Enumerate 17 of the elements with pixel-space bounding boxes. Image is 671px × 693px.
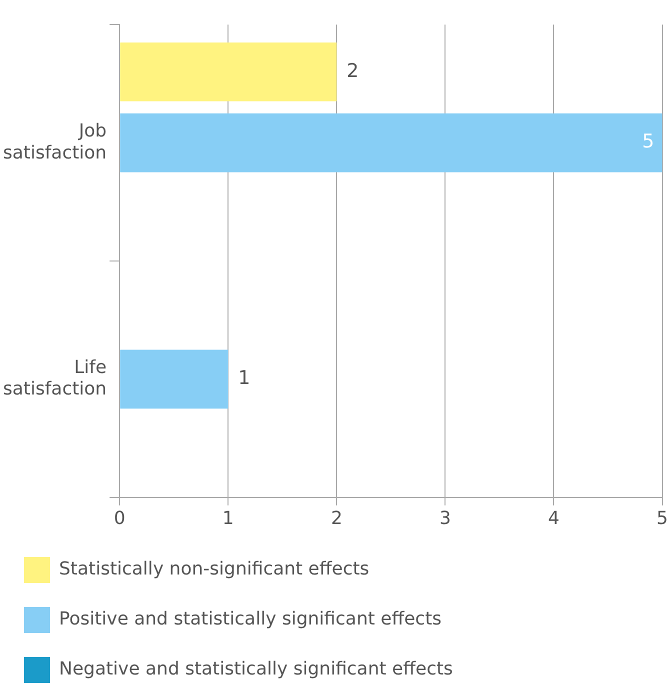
x-tick-label: 0 <box>114 508 126 529</box>
data-label: 2 <box>346 60 359 82</box>
data-label: 1 <box>238 367 250 390</box>
y-tick-label: Life satisfaction <box>2 357 107 400</box>
x-tick-label: 1 <box>222 508 234 529</box>
legend-label: Negative and statistically significant effects <box>59 658 453 680</box>
y-tick-label: Job satisfaction <box>2 120 107 164</box>
bar <box>120 350 228 409</box>
legend-label: Positive and statistically significant effects <box>59 608 442 630</box>
x-tick-label: 3 <box>439 508 451 529</box>
x-tick-label: 5 <box>656 508 668 529</box>
legend-label: Statistically non-significant effects <box>59 558 370 580</box>
x-tick-label: 2 <box>330 508 342 529</box>
data-label: 5 <box>642 130 654 153</box>
bar <box>120 113 662 172</box>
bar <box>120 42 337 102</box>
x-tick-label: 4 <box>548 508 560 529</box>
